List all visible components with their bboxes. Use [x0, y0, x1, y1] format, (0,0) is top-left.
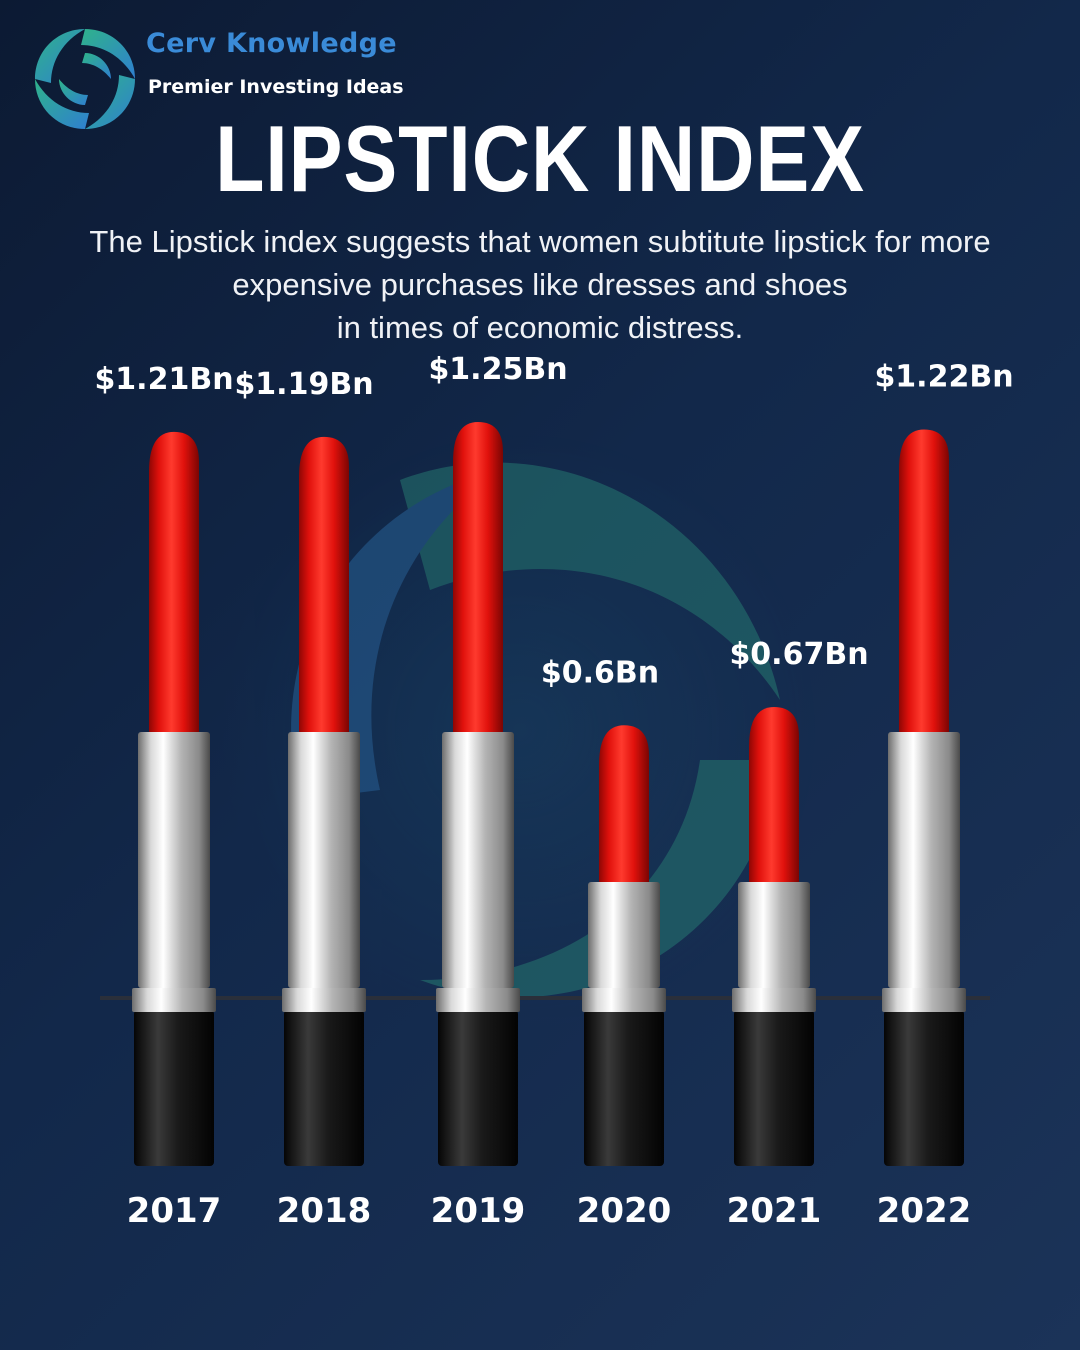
- data-label-2022: $1.22Bn: [874, 359, 1013, 394]
- lipstick-base: [884, 1010, 964, 1166]
- subtitle-line-2: expensive purchases like dresses and sho…: [232, 267, 848, 302]
- data-label-2018: $1.19Bn: [234, 367, 373, 402]
- lipstick-bar-2019: $1.25Bn 2019: [428, 352, 567, 1231]
- x-tick-label-2021: 2021: [727, 1191, 822, 1231]
- lipstick-bar-2022: $1.22Bn 2022: [874, 359, 1013, 1231]
- lipstick-bar-2017: $1.21Bn 2017: [94, 362, 233, 1231]
- chart-title: LIPSTICK INDEX: [215, 106, 865, 211]
- lipstick-base: [284, 1010, 364, 1166]
- swirl-logo-icon: [35, 29, 135, 129]
- x-tick-label-2020: 2020: [577, 1191, 672, 1231]
- lipstick-tube: [288, 732, 360, 988]
- lipstick-tube: [738, 882, 810, 988]
- lipstick-bar-2018: $1.19Bn 2018: [234, 367, 373, 1231]
- lipstick-base: [134, 1010, 214, 1166]
- lipstick-collar: [732, 988, 816, 1012]
- lipstick-base: [584, 1010, 664, 1166]
- subtitle-line-3: in times of economic distress.: [336, 310, 744, 345]
- data-label-2021: $0.67Bn: [729, 637, 868, 672]
- data-label-2017: $1.21Bn: [94, 362, 233, 397]
- lipstick-base: [734, 1010, 814, 1166]
- lipstick-collar: [132, 988, 216, 1012]
- lipstick-tube: [442, 732, 514, 988]
- lipstick-bar-2020: $0.6Bn 2020: [541, 655, 671, 1231]
- lipstick-tube: [888, 732, 960, 988]
- x-tick-label-2019: 2019: [431, 1191, 526, 1231]
- lipstick-collar: [436, 988, 520, 1012]
- x-tick-label-2018: 2018: [277, 1191, 372, 1231]
- lipstick-base: [438, 1010, 518, 1166]
- data-label-2020: $0.6Bn: [541, 655, 659, 690]
- brand-name: Cerv Knowledge: [146, 28, 397, 59]
- x-tick-label-2022: 2022: [877, 1191, 972, 1231]
- lipstick-bullet: [453, 422, 503, 732]
- lipstick-collar: [882, 988, 966, 1012]
- lipstick-tube: [588, 882, 660, 988]
- lipstick-bullet: [299, 436, 349, 732]
- x-tick-label-2017: 2017: [127, 1191, 222, 1231]
- subtitle-line-1: The Lipstick index suggests that women s…: [89, 224, 991, 259]
- lipstick-tube: [138, 732, 210, 988]
- lipstick-bullet: [149, 431, 199, 732]
- data-label-2019: $1.25Bn: [428, 352, 567, 387]
- lipstick-bullet: [599, 725, 649, 882]
- lipstick-bullet: [899, 429, 949, 732]
- lipstick-bullet: [749, 707, 799, 882]
- lipstick-collar: [282, 988, 366, 1012]
- lipstick-collar: [582, 988, 666, 1012]
- lipstick-bar-2021: $0.67Bn 2021: [727, 637, 869, 1231]
- brand-tagline: Premier Investing Ideas: [148, 76, 404, 98]
- subtitle: The Lipstick index suggests that women s…: [20, 220, 1060, 349]
